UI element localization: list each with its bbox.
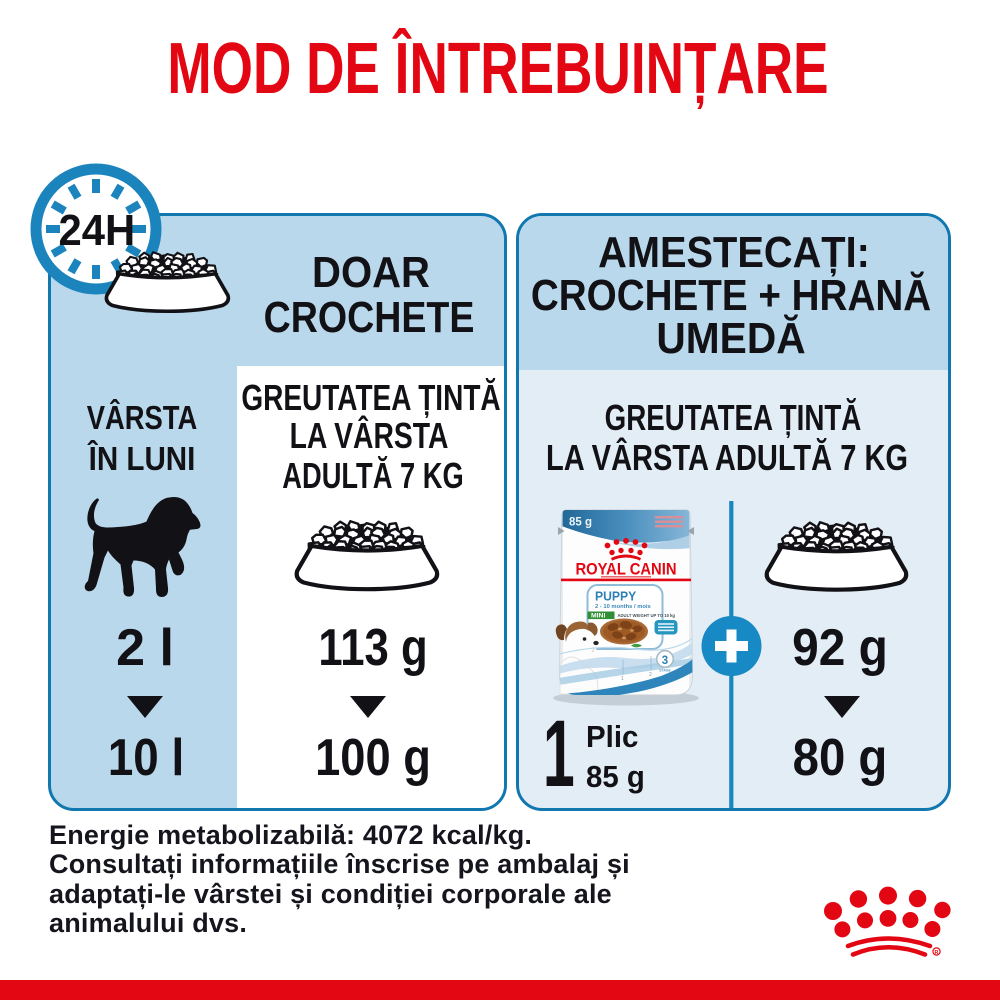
svg-text:R: R	[935, 950, 939, 956]
